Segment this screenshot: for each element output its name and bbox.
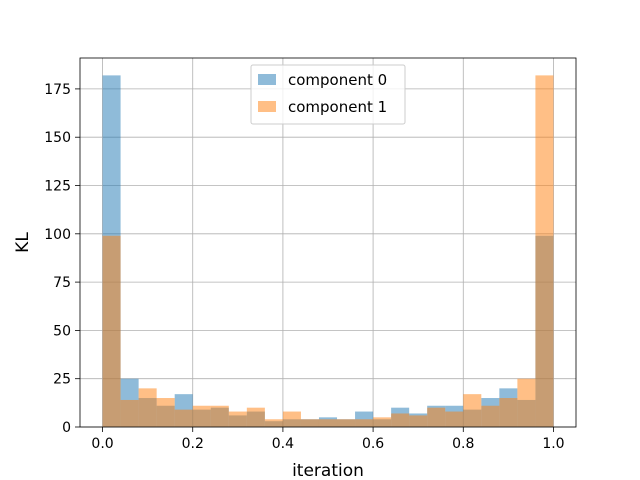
- x-tick-label: 0.4: [272, 436, 294, 452]
- y-tick-label: 25: [53, 372, 71, 388]
- bar-component-1: [355, 419, 374, 427]
- bar-component-1: [228, 411, 247, 427]
- histogram-bars: [102, 75, 554, 427]
- x-tick-label: 0.0: [91, 436, 113, 452]
- y-tick-label: 125: [44, 179, 71, 195]
- bar-component-1: [102, 235, 121, 427]
- y-tick-label: 50: [53, 323, 71, 339]
- legend-label-component-0: component 0: [288, 71, 387, 89]
- y-tick-label: 150: [44, 130, 71, 146]
- x-tick-label: 0.6: [362, 436, 384, 452]
- y-axis-ticks: 0 25 50 75 100 125 150 175: [44, 82, 80, 436]
- x-axis-ticks: 0.0 0.2 0.4 0.6 0.8 1.0: [91, 427, 565, 452]
- bar-component-1: [120, 399, 139, 427]
- bar-component-1: [517, 378, 536, 427]
- bar-component-1: [300, 419, 319, 427]
- y-axis-label: KL: [13, 232, 33, 253]
- bar-component-1: [373, 417, 392, 427]
- bar-component-1: [210, 405, 229, 427]
- bar-component-1: [391, 413, 410, 427]
- bar-component-1: [499, 398, 518, 427]
- legend-box: [250, 64, 406, 125]
- bar-component-1: [192, 405, 211, 427]
- bar-component-1: [445, 411, 464, 427]
- x-axis-label: iteration: [292, 461, 364, 480]
- legend-swatch-component-0: [258, 74, 276, 85]
- bar-component-1: [282, 411, 301, 427]
- legend-label-component-1: component 1: [288, 98, 387, 116]
- x-tick-label: 0.8: [452, 436, 474, 452]
- legend-swatch-component-1: [258, 101, 276, 112]
- y-tick-label: 100: [44, 227, 71, 243]
- bar-component-1: [138, 388, 157, 427]
- bar-component-1: [318, 419, 338, 427]
- bar-component-1: [409, 415, 428, 427]
- x-tick-label: 1.0: [542, 436, 564, 452]
- y-tick-label: 0: [62, 420, 71, 436]
- y-tick-label: 75: [53, 275, 71, 291]
- bar-component-1: [535, 75, 554, 427]
- bar-component-1: [174, 409, 193, 427]
- bar-component-1: [463, 394, 482, 427]
- x-tick-label: 0.2: [182, 436, 204, 452]
- bar-component-1: [264, 419, 283, 427]
- bar-component-1: [246, 407, 265, 427]
- plot-frame: [79, 57, 577, 428]
- bar-component-1: [481, 405, 500, 427]
- y-tick-label: 175: [44, 82, 71, 98]
- bar-component-1: [427, 407, 446, 427]
- bar-component-1: [337, 419, 356, 427]
- bar-component-1: [156, 398, 175, 427]
- legend: component 0 component 1: [250, 64, 406, 125]
